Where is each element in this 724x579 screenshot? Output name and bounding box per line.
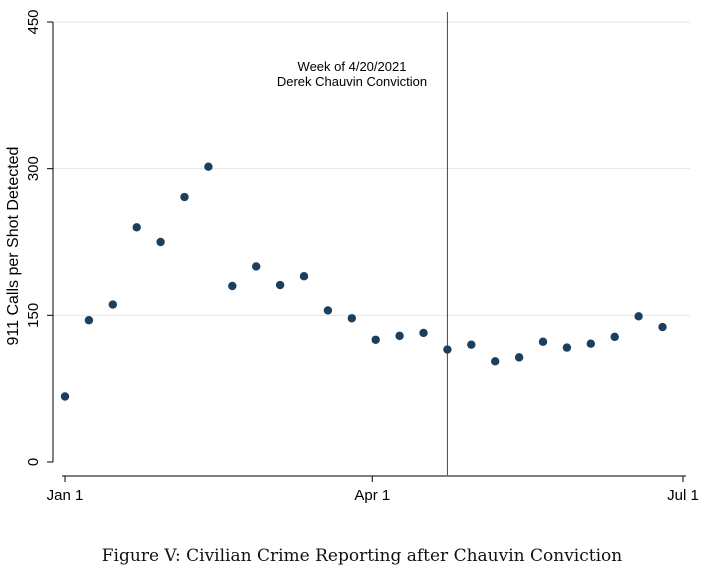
data-points xyxy=(60,162,667,401)
data-point xyxy=(84,316,94,325)
data-point xyxy=(610,332,619,342)
data-point xyxy=(228,281,237,291)
data-point xyxy=(634,312,643,321)
data-point xyxy=(275,280,285,290)
scatter-chart: 0 150 300 450 911 Calls per Shot Detected Jan… xyxy=(5,9,699,504)
data-point xyxy=(204,162,213,171)
data-point xyxy=(156,237,165,247)
y-axis-title: 911 Calls per Shot Detected xyxy=(5,147,22,346)
data-point xyxy=(252,262,261,271)
data-point xyxy=(347,314,357,323)
y-tick-label: 300 xyxy=(25,156,42,181)
data-point xyxy=(371,335,380,344)
axes: 0 150 300 450 911 Calls per Shot Detected Jan… xyxy=(5,9,699,504)
data-point xyxy=(658,322,667,332)
data-point xyxy=(586,339,596,348)
data-point xyxy=(443,345,452,354)
data-point xyxy=(419,328,428,338)
x-tick-label: Jan 1 xyxy=(47,487,84,504)
x-tick-label: Apr 1 xyxy=(354,487,390,504)
y-tick-label: 450 xyxy=(25,9,42,34)
data-point xyxy=(467,340,476,349)
data-point xyxy=(538,337,548,346)
data-point xyxy=(132,223,141,232)
data-point xyxy=(323,306,333,315)
event-label-line2: Derek Chauvin Conviction xyxy=(277,74,427,89)
data-point xyxy=(514,353,524,362)
data-point xyxy=(180,192,189,202)
gridlines xyxy=(53,21,690,316)
y-tick-label: 0 xyxy=(25,458,42,466)
figure-caption: Figure V: Civilian Crime Reporting after… xyxy=(101,546,623,566)
data-point xyxy=(299,272,309,281)
data-point xyxy=(60,392,70,401)
data-point xyxy=(108,300,118,309)
data-point xyxy=(491,357,500,366)
data-point xyxy=(395,331,404,341)
x-tick-label: Jul 1 xyxy=(667,487,699,504)
data-point xyxy=(562,343,572,352)
event-label-line1: Week of 4/20/2021 xyxy=(298,59,407,74)
y-tick-label: 150 xyxy=(25,303,42,328)
